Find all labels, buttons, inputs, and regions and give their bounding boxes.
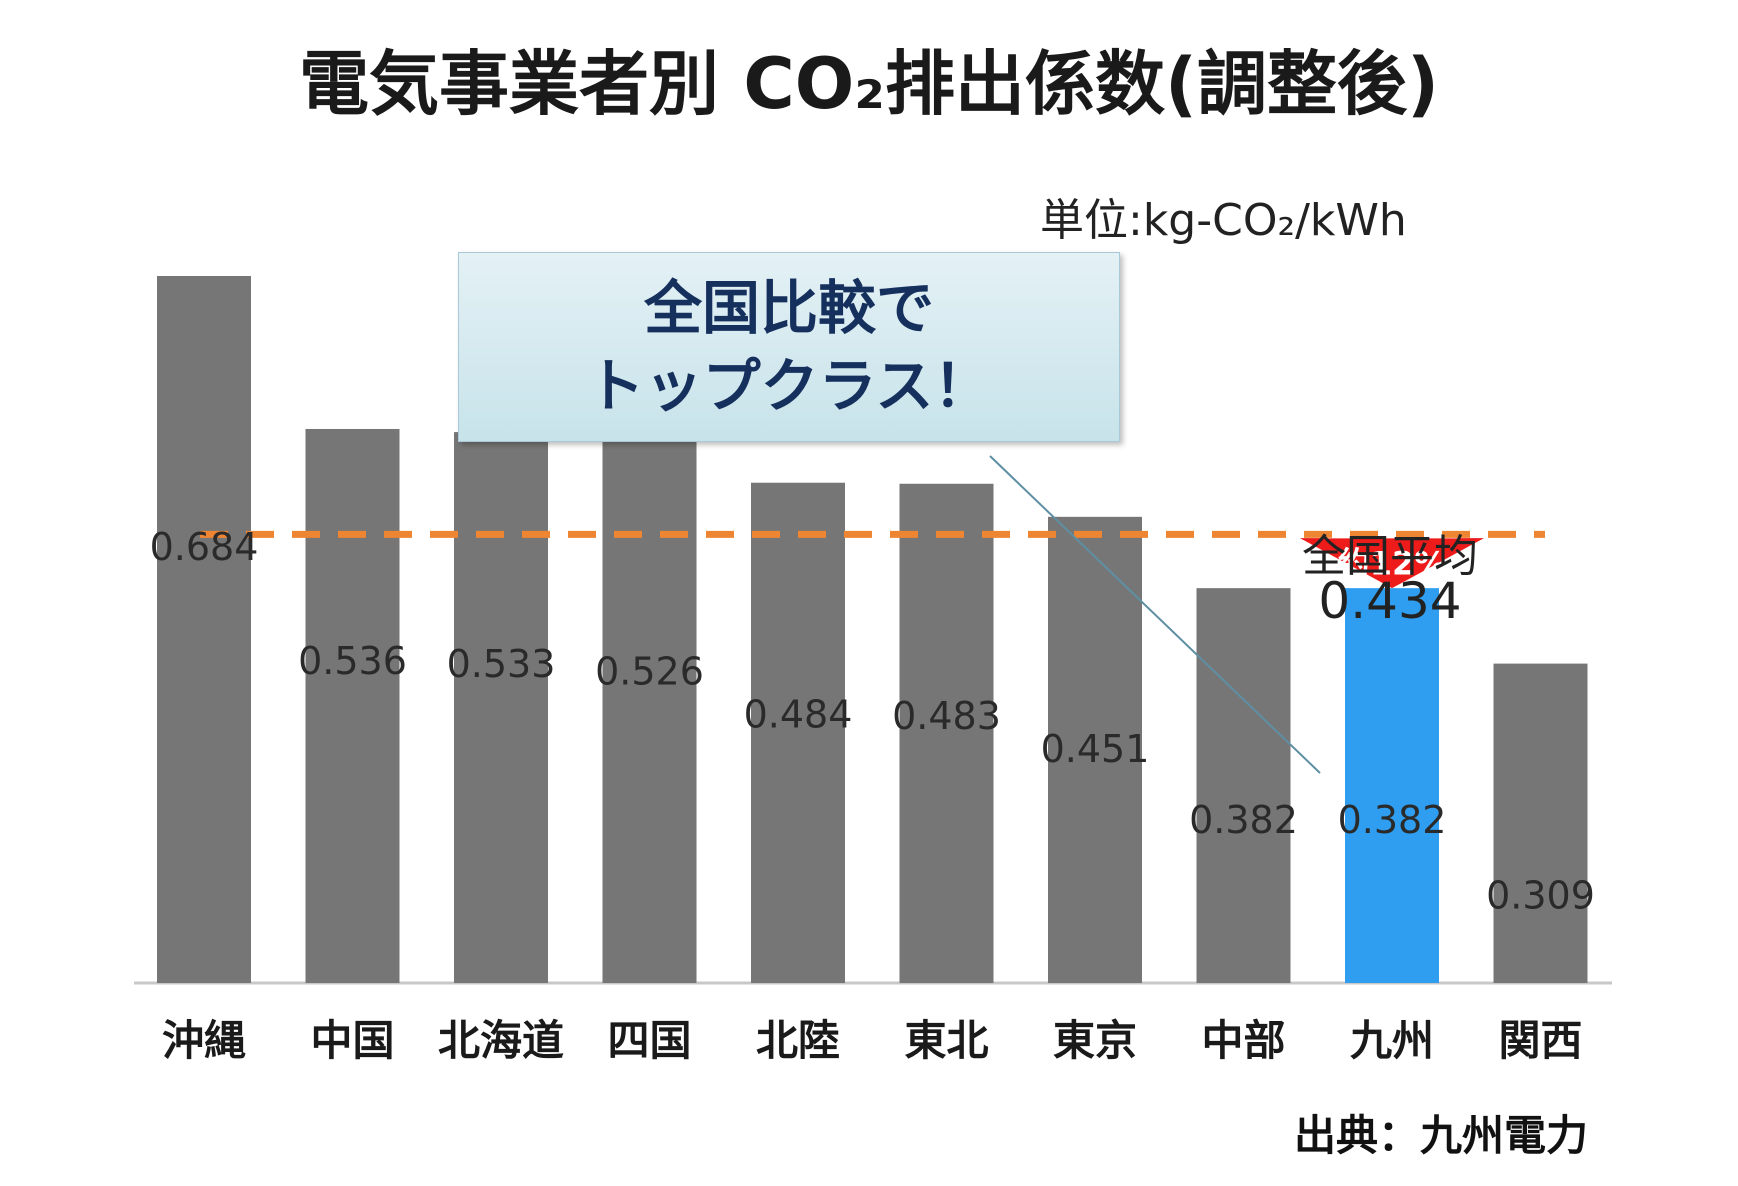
value-label: 0.533 xyxy=(447,642,556,686)
value-label: 0.483 xyxy=(892,694,1001,738)
bar-cat-0 xyxy=(157,276,251,983)
category-label: 東北 xyxy=(904,1016,988,1065)
callout-pointer xyxy=(989,455,1321,774)
category-label: 中部 xyxy=(1201,1016,1285,1065)
callout-line-1: 全国比較で xyxy=(643,273,934,342)
category-label: 中国 xyxy=(310,1016,394,1065)
category-label: 北陸 xyxy=(756,1016,840,1065)
value-label: 0.484 xyxy=(744,693,853,737)
value-label: 0.536 xyxy=(298,639,407,683)
average-value: 0.434 xyxy=(1318,572,1462,630)
category-label: 北海道 xyxy=(438,1016,564,1065)
average-label: 全国平均 xyxy=(1302,531,1478,582)
arrow-label: 約12% xyxy=(1338,544,1447,582)
source-note: 出典：九州電力 xyxy=(1294,1111,1589,1160)
bar-cat-3 xyxy=(602,439,697,983)
callout-box: 全国比較で トップクラス！ xyxy=(458,252,1120,442)
value-label: 0.526 xyxy=(595,649,704,693)
category-label: 沖縄 xyxy=(162,1016,246,1065)
bar-cat-4 xyxy=(751,482,845,983)
bar-cat-1 xyxy=(305,428,400,984)
bar-cat-2 xyxy=(454,432,548,983)
value-label: 0.382 xyxy=(1338,798,1447,842)
value-label: 0.684 xyxy=(150,525,259,569)
bar-cat-9 xyxy=(1493,663,1588,983)
value-label: 0.451 xyxy=(1041,727,1150,771)
reduction-arrow: 約12% xyxy=(1300,538,1484,589)
category-label: 四国 xyxy=(607,1016,691,1065)
value-label: 0.382 xyxy=(1189,798,1298,842)
callout-line-2: トップクラス！ xyxy=(586,352,992,420)
chart-title: 電気事業者別 CO₂排出係数(調整後) xyxy=(299,43,1439,125)
bar-cat-8 xyxy=(1345,588,1439,983)
bar-cat-5 xyxy=(899,483,994,983)
value-label: 0.309 xyxy=(1486,874,1595,918)
category-label: 関西 xyxy=(1498,1016,1582,1065)
arrow-shape xyxy=(1300,538,1484,589)
bar-cat-6 xyxy=(1048,516,1142,983)
category-label: 東京 xyxy=(1053,1016,1137,1065)
bar-cat-7 xyxy=(1196,588,1291,983)
unit-label: 単位:kg-CO₂/kWh xyxy=(1040,195,1407,246)
category-label: 九州 xyxy=(1350,1016,1434,1065)
